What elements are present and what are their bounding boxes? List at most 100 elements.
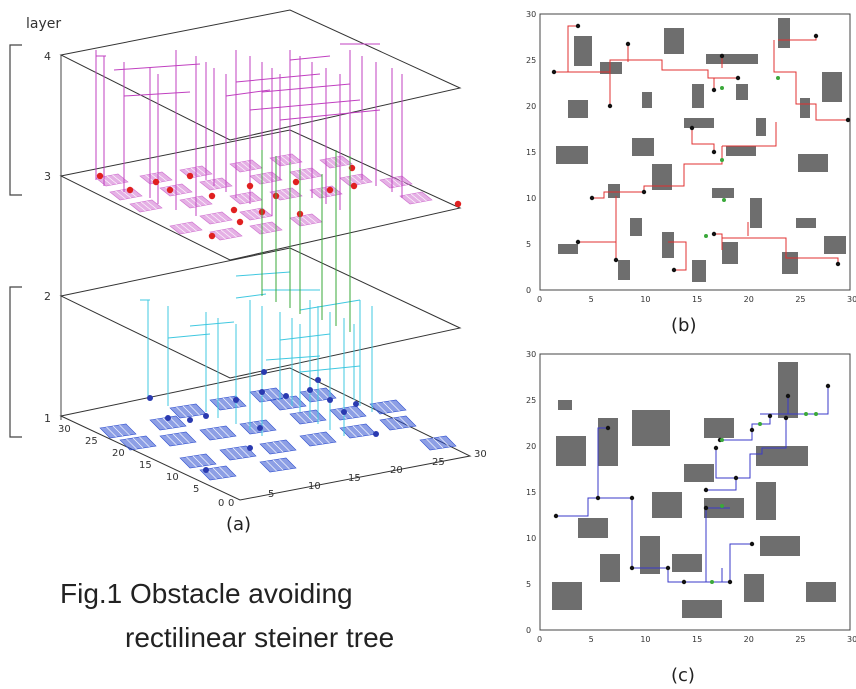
pad-grid-line xyxy=(260,173,272,183)
horizontal-wire xyxy=(265,355,321,361)
pin-dot xyxy=(186,172,194,180)
pin-dot xyxy=(315,377,321,383)
pad-grid-line xyxy=(150,173,162,183)
pin-dot xyxy=(641,189,647,195)
pad-grid-line xyxy=(269,388,280,400)
obstacle-block xyxy=(632,410,670,446)
layer-tick-2: 2 xyxy=(44,290,51,303)
pad-block xyxy=(259,457,297,473)
pad-block xyxy=(199,211,233,225)
y-tick-label: 30 xyxy=(526,10,536,19)
obstacle-block xyxy=(782,252,798,274)
pad-grid-line xyxy=(101,176,112,186)
pin-dot xyxy=(166,186,174,194)
x-tick-label: 20 xyxy=(744,295,754,304)
pad-grid-line xyxy=(235,194,246,204)
pin-dot xyxy=(187,417,193,423)
pad-grid-line xyxy=(276,398,287,410)
pad-block xyxy=(289,213,323,227)
pad-grid-line xyxy=(220,229,232,239)
pad-block xyxy=(239,207,273,221)
pad-grid-line xyxy=(390,177,402,187)
horizontal-wire xyxy=(289,55,331,61)
pad-block xyxy=(209,395,247,411)
pad-grid-line xyxy=(319,388,330,400)
y-tick-label: 30 xyxy=(526,350,536,359)
pad-grid-line xyxy=(106,175,118,185)
pad-grid-line xyxy=(186,456,197,468)
tree-wire xyxy=(715,418,787,479)
pad-grid-line xyxy=(169,416,180,428)
obstacle-block xyxy=(632,138,654,156)
obstacle-block xyxy=(672,554,702,572)
pad-grid-line xyxy=(106,426,117,438)
pad-grid-line xyxy=(212,427,224,439)
pin-dot xyxy=(126,186,134,194)
pad-grid-line xyxy=(205,214,216,224)
obstacle-block xyxy=(684,118,714,128)
pad-grid-line xyxy=(196,166,207,176)
horizontal-wire xyxy=(299,299,361,311)
pad-grid-line xyxy=(319,432,330,444)
x-tick-label: 5 xyxy=(589,295,594,304)
pad-grid-line xyxy=(182,405,194,417)
tree-wire xyxy=(568,59,738,79)
x-tick-label: 5 xyxy=(589,635,594,644)
obstacle-block xyxy=(798,154,828,172)
tree-wire xyxy=(598,497,684,583)
pad-grid-line xyxy=(432,437,444,449)
panel-c-plot: 0 5 10 15 20 25 30 0 5 10 15 20 25 30 (c) xyxy=(526,350,856,686)
via-wires xyxy=(261,150,351,332)
pad-block xyxy=(119,435,157,451)
pad-block xyxy=(289,409,327,425)
pad-grid-line xyxy=(126,438,137,450)
obstacle-block xyxy=(760,536,800,556)
pad-grid-line xyxy=(112,174,123,184)
pin-dot xyxy=(613,257,619,263)
pin-dot xyxy=(165,415,171,421)
panel-b-plot: 0 5 10 15 20 25 30 0 5 10 15 20 25 30 (b) xyxy=(526,10,856,336)
pin-dot xyxy=(825,383,831,389)
layer-axis-title: layer xyxy=(26,16,61,32)
pad-grid-line xyxy=(279,440,290,452)
pin-dot xyxy=(735,75,741,81)
pad-block xyxy=(259,439,297,455)
pad-block xyxy=(199,177,233,191)
obstacle-block xyxy=(744,574,764,602)
pin-dot xyxy=(575,239,581,245)
pin-dot xyxy=(247,445,253,451)
obstacle-block xyxy=(568,100,588,118)
pin-dot xyxy=(147,395,153,401)
depth-tick-10: 10 xyxy=(166,472,179,483)
depth-tick-25: 25 xyxy=(85,436,98,447)
pin-dot xyxy=(341,409,347,415)
x-tick-label: 10 xyxy=(640,295,650,304)
pad-grid-line xyxy=(246,422,257,434)
depth-tick-30: 30 xyxy=(58,424,71,435)
horizontal-wire xyxy=(279,109,381,121)
pad-grid-line xyxy=(172,433,184,445)
pad-grid-line xyxy=(266,460,277,472)
horizontal-wire xyxy=(299,365,361,373)
pad-block xyxy=(379,415,417,431)
pin-dot xyxy=(96,172,104,180)
pin-dot xyxy=(625,41,631,47)
pin-dot xyxy=(208,192,216,200)
pin-dot xyxy=(785,393,791,399)
pad-block xyxy=(199,425,237,441)
horizontal-wire xyxy=(225,89,271,97)
obstacle-block xyxy=(822,72,842,102)
figure-caption-line-1: Fig.1 Obstacle avoiding xyxy=(60,578,353,609)
pad-grid-line xyxy=(196,196,207,206)
pad-grid-line xyxy=(226,448,237,460)
obstacle-block xyxy=(598,418,618,466)
pad-grid-line xyxy=(210,179,222,189)
pad-grid-line xyxy=(286,188,297,198)
tree-wire xyxy=(720,430,753,441)
y-tick-label: 15 xyxy=(526,488,536,497)
pad-grid-line xyxy=(279,458,290,470)
y-tick-label: 20 xyxy=(526,102,536,111)
obstacle-block xyxy=(796,218,816,228)
pad-grid-line xyxy=(280,189,292,199)
pad-grid-line xyxy=(346,426,357,438)
